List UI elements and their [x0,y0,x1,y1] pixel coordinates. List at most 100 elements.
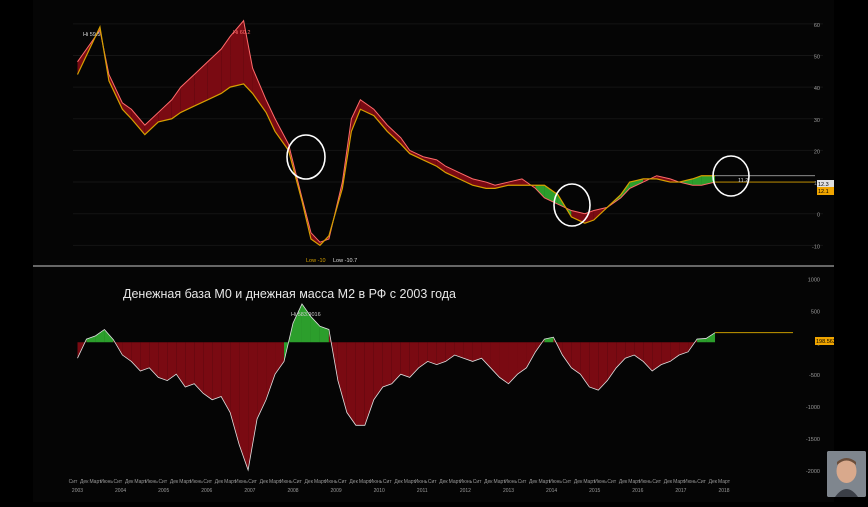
x-tick-month: Дек [215,479,224,485]
x-tick-month: Март [494,479,507,485]
y-tick-label-top: 0 [817,213,820,219]
bottom-area-segment [104,329,114,343]
bottom-area-segment [544,337,554,343]
circle-2014 [553,183,591,227]
y-tick-label-bottom: -2000 [806,469,820,475]
bottom-area-segment [571,342,581,375]
x-tick-month: Сит [652,479,661,485]
low-label-1: Low -10 [306,258,326,264]
bottom-area-segment [293,303,302,343]
top-band-segment [679,178,693,186]
x-tick-month: Март [449,479,462,485]
annotation-title: Денежная база М0 и днежная масса М2 в РФ… [123,287,456,301]
x-tick-month: Дек [349,479,358,485]
x-tick-month: Сит [697,479,706,485]
y-tick-label-bottom: 500 [811,309,820,315]
top-band-segment [387,125,401,145]
y-tick-label-bottom: -500 [809,373,820,379]
bottom-area-segment [176,342,186,387]
x-tick-year: 2018 [718,488,729,494]
bottom-area-segment [427,342,437,365]
bottom-area-segment [158,342,168,381]
bottom-area-segment [598,342,608,391]
top-band-segment [535,185,545,198]
x-tick-month: Сит [473,479,482,485]
x-tick-month: Сит [607,479,616,485]
bottom-area-segment [364,342,374,426]
top-band-segment [171,87,181,119]
x-tick-year: 2007 [244,488,255,494]
top-band-segment [423,156,437,167]
top-band-segment [230,20,244,88]
x-tick-month: Июнь [549,479,562,485]
x-tick-month: Дек [125,479,134,485]
x-tick-month: Июнь [684,479,697,485]
bottom-area-segment [355,342,365,426]
x-tick-month: Дек [664,479,673,485]
value-label-3: 11.2 [738,178,748,184]
x-tick-month: Июнь [504,479,517,485]
top-band-segment [252,68,267,113]
x-tick-year: 2012 [460,488,471,494]
x-tick-month: Дек [619,479,628,485]
top-band-segment [436,159,446,173]
bottom-area-segment [301,303,311,343]
x-tick-month: Март [134,479,147,485]
x-tick-year: 2005 [158,488,169,494]
x-tick-year: 2004 [115,488,126,494]
top-band-segment [584,210,594,224]
y-tick-label-bottom: -1000 [806,405,820,411]
bottom-area-segment [95,329,105,343]
x-tick-month: Сит [428,479,437,485]
bottom-area-segment [319,326,329,343]
bottom-area-segment [562,342,572,368]
top-band-segment [144,112,159,135]
bottom-area-segment [706,332,716,343]
x-tick-year: 2009 [331,488,342,494]
bottom-area-segment [517,342,527,375]
hi-label-1: Hi 59.5 [83,32,100,38]
x-tick-month: Июнь [280,479,293,485]
x-tick-month: Дек [170,479,179,485]
x-tick-month: Дек [574,479,583,485]
m0-line [76,24,716,247]
hi-label-2: Hi 60.2 [233,30,250,36]
x-tick-month: Дек [709,479,718,485]
bottom-value-bg [815,337,837,345]
bottom-area-segment [194,342,204,394]
bottom-area-segment [589,342,599,391]
top-band-segment [508,178,522,186]
x-tick-month: Июнь [370,479,383,485]
bottom-area-segment [131,342,141,371]
bottom-area-segment [185,342,195,387]
bottom-area-segment [625,342,635,359]
x-tick-month: Июнь [459,479,472,485]
top-band-segment [571,210,585,224]
x-tick-month: Март [359,479,372,485]
x-tick-month: Март [89,479,102,485]
bottom-area-segment [697,338,707,343]
top-band-segment [692,175,702,186]
bottom-area-segment [670,342,680,362]
y-tick-label-top: 40 [814,86,820,92]
x-tick-year: 2014 [546,488,557,494]
top-band-segment [472,178,487,189]
top-band-segment [373,109,388,132]
top-band-segment [194,61,208,107]
bottom-area-segment [212,342,222,400]
x-tick-month: Сит [114,479,123,485]
x-tick-year: 2011 [417,488,428,494]
bottom-area-segment [634,342,644,362]
y-tick-label-top: 50 [814,54,820,60]
top-band-segment [656,175,671,183]
x-tick-year: 2010 [374,488,385,494]
value-label-2: 12.1 [818,189,829,195]
x-tick-month: Дек [529,479,538,485]
value-label-1-bg [817,180,836,188]
x-tick-month: Сит [69,479,78,485]
presenter-avatar [827,451,866,497]
bottom-area-segment [400,342,410,378]
x-tick-month: Сит [383,479,392,485]
bottom-area-segment [382,342,392,387]
